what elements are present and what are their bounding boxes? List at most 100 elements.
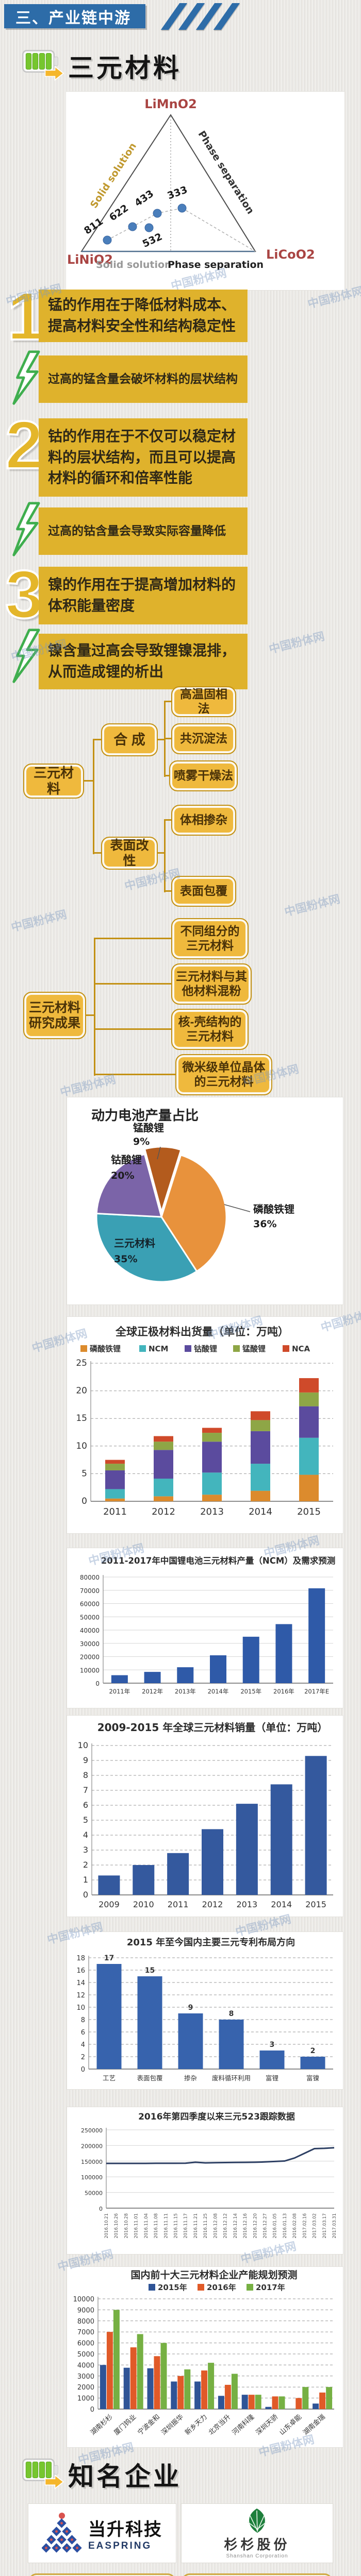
bar bbox=[111, 1675, 128, 1683]
mindmap2-root: 三元材料研究成果 bbox=[23, 992, 86, 1039]
y-tick-label: 9000 bbox=[77, 2307, 94, 2314]
x-tick-label: 2011 bbox=[103, 1506, 127, 1517]
stacked-bar-segment bbox=[154, 1450, 173, 1479]
slice-label: 锰酸锂 bbox=[133, 1122, 164, 1134]
pie-chart-card: 动力电池产量占比 锰酸锂 9% 磷酸铁锂 36% 三元材料 35% 钴酸锂 20% bbox=[67, 1097, 343, 1304]
china-ncm-output-forecast-chart: 2011-2017年中国锂电池三元材料产量（NCM）及需求预测 0 10000 200… bbox=[80, 1555, 335, 1695]
slice-label: 钴酸锂 bbox=[111, 1154, 142, 1166]
ternary-diagram-card: LiMnO2 LiNiO2 LiCoO2 Solid solution Phas… bbox=[66, 92, 344, 290]
y-tick-label: 8 bbox=[81, 2016, 85, 2024]
dot-label-532: 532 bbox=[141, 231, 164, 250]
capacity-forecast-card: 国内前十大三元材料企业产能规划预测 2015年 2016年 2017年 0 1000 200… bbox=[67, 2267, 343, 2447]
x-tick-label: 2016.01.05 bbox=[273, 2213, 278, 2239]
easpring-logo-icon bbox=[42, 2513, 82, 2553]
bar-value-label: 3 bbox=[270, 2041, 275, 2049]
y-tick-label: 5 bbox=[83, 1815, 88, 1825]
y-tick-label: 7 bbox=[83, 1785, 88, 1795]
chart-title: 2015 年至今国内主要三元专利布局方向 bbox=[127, 1937, 295, 1948]
x-tick-label: 山东卓能 bbox=[278, 2413, 303, 2437]
slice-value: 36% bbox=[253, 1218, 276, 1230]
grouped-bar bbox=[296, 2398, 302, 2409]
bar bbox=[308, 1588, 325, 1683]
connector-line bbox=[86, 1014, 94, 1016]
connector-line bbox=[93, 739, 94, 854]
legend-label: 锰酸锂 bbox=[242, 1344, 266, 1353]
legend-label: NCA bbox=[292, 1344, 310, 1353]
y-tick-label: 0 bbox=[95, 1680, 100, 1687]
stacked-bar-segment bbox=[251, 1411, 270, 1420]
grouped-bar bbox=[319, 2392, 326, 2409]
mindmap1-child: 共沉淀法 bbox=[171, 723, 236, 754]
x-tick-label: 2016.12.16 bbox=[243, 2213, 248, 2239]
connector-line bbox=[158, 852, 164, 854]
connector-line bbox=[158, 739, 164, 740]
dot-label-433: 433 bbox=[133, 188, 156, 209]
slice-label: 三元材料 bbox=[114, 1237, 155, 1249]
x-tick-label: 2016.11.17 bbox=[184, 2213, 189, 2239]
chart-title: 2009-2015 年全球三元材料销量（单位：万吨） bbox=[97, 1721, 328, 1734]
grouped-bar bbox=[177, 2376, 184, 2409]
bar bbox=[275, 1624, 292, 1683]
connector-line bbox=[94, 852, 101, 854]
dot-label-622: 622 bbox=[107, 202, 130, 224]
apex-label: LiMnO2 bbox=[144, 97, 197, 111]
global-sales-card: 2009-2015 年全球三元材料销量（单位：万吨） 0 1 2 3 4 5 6 7 8 9 10 20… bbox=[67, 1716, 343, 1917]
y-tick-label: 5000 bbox=[77, 2351, 94, 2359]
x-tick-label: 河南科隆 bbox=[231, 2413, 256, 2437]
y-tick-label: 3 bbox=[83, 1845, 88, 1855]
leader-line bbox=[224, 1204, 251, 1212]
y-tick-label: 20 bbox=[76, 1386, 87, 1396]
stacked-bar-segment bbox=[251, 1464, 270, 1491]
watermark: 中国粉体网 bbox=[283, 892, 341, 919]
y-tick-label: 6000 bbox=[77, 2340, 94, 2348]
x-tick-label: 北京当升 bbox=[207, 2413, 233, 2437]
connector-line bbox=[166, 890, 171, 892]
x-tick-label: 2016.11.25 bbox=[203, 2213, 208, 2239]
legend-swatch bbox=[139, 1345, 146, 1352]
y-tick-label: 3000 bbox=[77, 2373, 94, 2381]
composition-dot-811 bbox=[103, 235, 112, 245]
y-tick-label: 6 bbox=[83, 1800, 88, 1810]
mindmap1-branch-synthesis: 合 成 bbox=[101, 723, 158, 756]
mindmap2-child: 微米级单位晶体的三元材料 bbox=[175, 1054, 272, 1095]
x-tick-label: 富镍 bbox=[306, 2074, 319, 2082]
bar bbox=[236, 1804, 258, 1895]
point-text: 钴的作用在于不仅可以稳定材料的层状结构，而且可以提高材料的循环和倍率性能 bbox=[48, 428, 236, 486]
watermark: 中国粉体网 bbox=[267, 630, 326, 656]
bar bbox=[305, 1756, 327, 1895]
bar bbox=[133, 1865, 155, 1895]
lightning-icon bbox=[12, 350, 40, 405]
x-tick-label: 2016年 bbox=[273, 1688, 294, 1695]
bar bbox=[259, 2050, 285, 2069]
bar bbox=[137, 1976, 162, 2069]
point-number-2: 2 bbox=[4, 407, 44, 483]
watermark: 中国粉体网 bbox=[9, 908, 68, 934]
shanshan-logo: 杉杉股份 Shanshan Corporation bbox=[182, 2504, 333, 2563]
x-tick-label: 宁波金和 bbox=[136, 2413, 161, 2437]
section-banner: 三、产业链中游 bbox=[4, 4, 145, 28]
right-edge-label: Phase separation bbox=[195, 129, 256, 216]
x-tick-label: 2017.03.17 bbox=[322, 2213, 327, 2239]
chart-title: 2016年第四季度以来三元523跟踪数据 bbox=[138, 2111, 295, 2122]
stacked-bar-segment bbox=[299, 1437, 319, 1475]
grouped-bar bbox=[201, 2370, 208, 2409]
y-tick-label: 2 bbox=[81, 2054, 85, 2061]
shanshan-description: 公司三元动力电池出货以333为主，532 .622的产品已成功研发 bbox=[182, 2573, 333, 2576]
grouped-bar bbox=[218, 2396, 224, 2409]
y-tick-label: 100000 bbox=[81, 2174, 103, 2181]
mindmap1-child: 体相掺杂 bbox=[171, 805, 236, 836]
stacked-bar-segment bbox=[105, 1470, 125, 1489]
x-tick-label: 2017.03.31 bbox=[332, 2213, 337, 2239]
stacked-bar-segment bbox=[202, 1442, 222, 1473]
x-tick-label: 深圳天骄 bbox=[254, 2413, 280, 2437]
bar bbox=[96, 1964, 122, 2069]
grouped-bar bbox=[137, 2334, 143, 2409]
mindmap1-child: 喷雾干燥法 bbox=[169, 760, 238, 791]
x-tick-label: 厦门钨业 bbox=[112, 2413, 138, 2437]
bar bbox=[219, 2020, 244, 2069]
mindmap1-child: 表面包覆 bbox=[171, 876, 236, 907]
shanshan-logo-zh: 杉杉股份 bbox=[224, 2537, 290, 2552]
ncm523-tracking-line-chart: 2016年第四季度以来三元523跟踪数据 0 50000 100000 150000 20… bbox=[81, 2111, 337, 2239]
price-tracking-card: 2016年第四季度以来三元523跟踪数据 0 50000 100000 150000 20… bbox=[67, 2107, 343, 2254]
lightning-icon bbox=[12, 502, 40, 556]
